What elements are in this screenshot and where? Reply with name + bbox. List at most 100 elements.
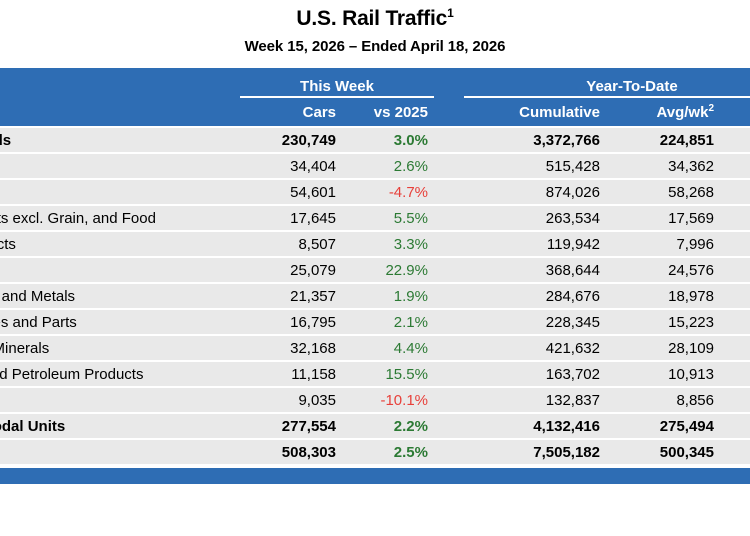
table-row: Total Carloads 230,749 3.0% 3,372,766 224,85… <box>0 128 750 152</box>
row-avg-per-week: 7,996 <box>676 235 714 253</box>
row-cars: 54,601 <box>290 183 336 201</box>
table-footer-bar <box>0 468 750 484</box>
row-cars: 34,404 <box>290 157 336 175</box>
table-row: Petroleum and Petroleum Products 11,158 15… <box>0 362 750 386</box>
row-avg-per-week: 500,345 <box>659 443 714 461</box>
row-label: Petroleum and Petroleum Products <box>0 365 144 383</box>
row-label: Total Carloads <box>0 131 12 149</box>
table-group-header-row: This Week Year-To-Date <box>0 68 750 98</box>
table-column-header-row: Cars vs 2025 Cumulative Avg/wk2 vs <box>0 98 750 124</box>
row-vs-2025: 22.9% <box>385 261 428 279</box>
row-cumulative: 132,837 <box>545 391 600 409</box>
group-header-year-to-date: Year-To-Date <box>458 78 750 98</box>
row-cars: 9,035 <box>298 391 336 409</box>
page-title: U.S. Rail Traffic1 <box>0 7 750 31</box>
avg-per-week-footnote-marker: 2 <box>708 103 714 114</box>
row-avg-per-week: 18,978 <box>668 287 714 305</box>
row-cars: 230,749 <box>281 131 336 149</box>
table-row: Other 9,035 -10.1% 132,837 8,856 <box>0 388 750 412</box>
row-vs-2025: 3.3% <box>393 235 428 253</box>
row-vs-2025: 2.5% <box>393 443 428 461</box>
row-vs-2025: 2.1% <box>393 313 428 331</box>
row-vs-2025: 15.5% <box>385 365 428 383</box>
row-label: Other <box>0 392 234 409</box>
row-cumulative: 3,372,766 <box>533 131 600 149</box>
table-row: Grain 25,079 22.9% 368,644 24,576 <box>0 258 750 282</box>
row-label: Chemicals <box>0 158 234 175</box>
group-header-rule <box>240 96 434 98</box>
row-avg-per-week: 58,268 <box>668 183 714 201</box>
row-avg-per-week: 224,851 <box>659 131 714 149</box>
row-cumulative: 163,702 <box>545 365 600 383</box>
row-cumulative: 515,428 <box>545 157 600 175</box>
page-title-footnote-marker: 1 <box>447 6 454 20</box>
row-cumulative: 874,026 <box>545 183 600 201</box>
row-cumulative: 368,644 <box>545 261 600 279</box>
row-label: Metallic Ores and Metals <box>0 287 76 305</box>
rail-traffic-table-viewport: This Week Year-To-Date Cars vs 2025 Cumu… <box>0 68 750 484</box>
row-avg-per-week: 275,494 <box>659 417 714 435</box>
row-cars: 508,303 <box>281 443 336 461</box>
row-cars: 32,168 <box>290 339 336 357</box>
row-cumulative: 119,942 <box>546 235 600 253</box>
table-row: Motor Vehicles and Parts 16,795 2.1% 228,34… <box>0 310 750 334</box>
table-row: Forest Products 8,507 3.3% 119,942 7,996 <box>0 232 750 256</box>
row-cars: 277,554 <box>281 417 336 435</box>
row-cars: 21,357 <box>290 287 336 305</box>
row-vs-2025: -10.1% <box>380 391 428 409</box>
table-row: Total Traffic 508,303 2.5% 7,505,182 500,345 <box>0 440 750 464</box>
row-avg-per-week: 28,109 <box>668 339 714 357</box>
table-row: Nonmetallic Minerals 32,168 4.4% 421,632 28,… <box>0 336 750 360</box>
row-avg-per-week: 10,913 <box>668 365 714 383</box>
column-header-cars: Cars <box>302 104 336 121</box>
row-label: Coal <box>0 184 234 201</box>
row-label: Grain <box>0 262 234 279</box>
row-cars: 8,507 <box>298 235 336 253</box>
row-vs-2025: 4.4% <box>393 339 428 357</box>
row-avg-per-week: 17,569 <box>668 209 714 227</box>
row-cumulative: 7,505,182 <box>533 443 600 461</box>
table-row: Farm Products excl. Grain, and Food 17,64… <box>0 206 750 230</box>
row-vs-2025: -4.7% <box>388 183 428 201</box>
table-row: Metallic Ores and Metals 21,357 1.9% 284,67… <box>0 284 750 308</box>
row-label: Total Traffic <box>0 444 234 461</box>
row-avg-per-week: 8,856 <box>676 391 714 409</box>
group-header-rule <box>464 96 750 98</box>
row-label: Motor Vehicles and Parts <box>0 313 77 331</box>
page-subtitle: Week 15, 2026 – Ended April 18, 2026 <box>244 38 506 56</box>
row-cars: 17,645 <box>290 209 336 227</box>
row-vs-2025: 2.2% <box>393 417 428 435</box>
row-label: Nonmetallic Minerals <box>0 339 50 357</box>
table-row: Total Intermodal Units 277,554 2.2% 4,132,4… <box>0 414 750 438</box>
column-header-cumulative: Cumulative <box>519 104 600 121</box>
title-block: U.S. Rail Traffic1 Week 15, 2026 – Ended… <box>0 0 750 55</box>
row-cumulative: 228,345 <box>545 313 600 331</box>
table-row: Coal 54,601 -4.7% 874,026 58,268 <box>0 180 750 204</box>
column-header-vs-2025: vs 2025 <box>373 104 428 121</box>
row-avg-per-week: 15,223 <box>668 313 714 331</box>
row-label: Total Intermodal Units <box>0 417 66 435</box>
row-vs-2025: 2.6% <box>393 157 428 175</box>
group-header-this-week: This Week <box>234 78 440 98</box>
row-cars: 16,795 <box>290 313 336 331</box>
row-vs-2025: 5.5% <box>393 209 428 227</box>
row-cars: 11,158 <box>291 365 336 383</box>
row-vs-2025: 1.9% <box>393 287 428 305</box>
column-header-avg-per-week: Avg/wk2 <box>656 103 714 122</box>
table-header-band: This Week Year-To-Date Cars vs 2025 Cumu… <box>0 68 750 126</box>
row-avg-per-week: 34,362 <box>668 157 714 175</box>
row-avg-per-week: 24,576 <box>668 261 714 279</box>
row-cumulative: 4,132,416 <box>533 417 600 435</box>
rail-traffic-table: This Week Year-To-Date Cars vs 2025 Cumu… <box>0 68 750 484</box>
row-label: Forest Products <box>0 235 16 253</box>
row-cumulative: 263,534 <box>545 209 600 227</box>
table-row: Chemicals 34,404 2.6% 515,428 34,362 <box>0 154 750 178</box>
row-label: Farm Products excl. Grain, and Food <box>0 209 156 227</box>
row-cars: 25,079 <box>290 261 336 279</box>
column-header-vs-ytd: vs <box>722 104 750 124</box>
table-body: Total Carloads 230,749 3.0% 3,372,766 224,85… <box>0 128 750 464</box>
page-title-text: U.S. Rail Traffic <box>296 7 448 30</box>
row-vs-2025: 3.0% <box>393 131 428 149</box>
row-cumulative: 421,632 <box>545 339 600 357</box>
row-cumulative: 284,676 <box>545 287 600 305</box>
